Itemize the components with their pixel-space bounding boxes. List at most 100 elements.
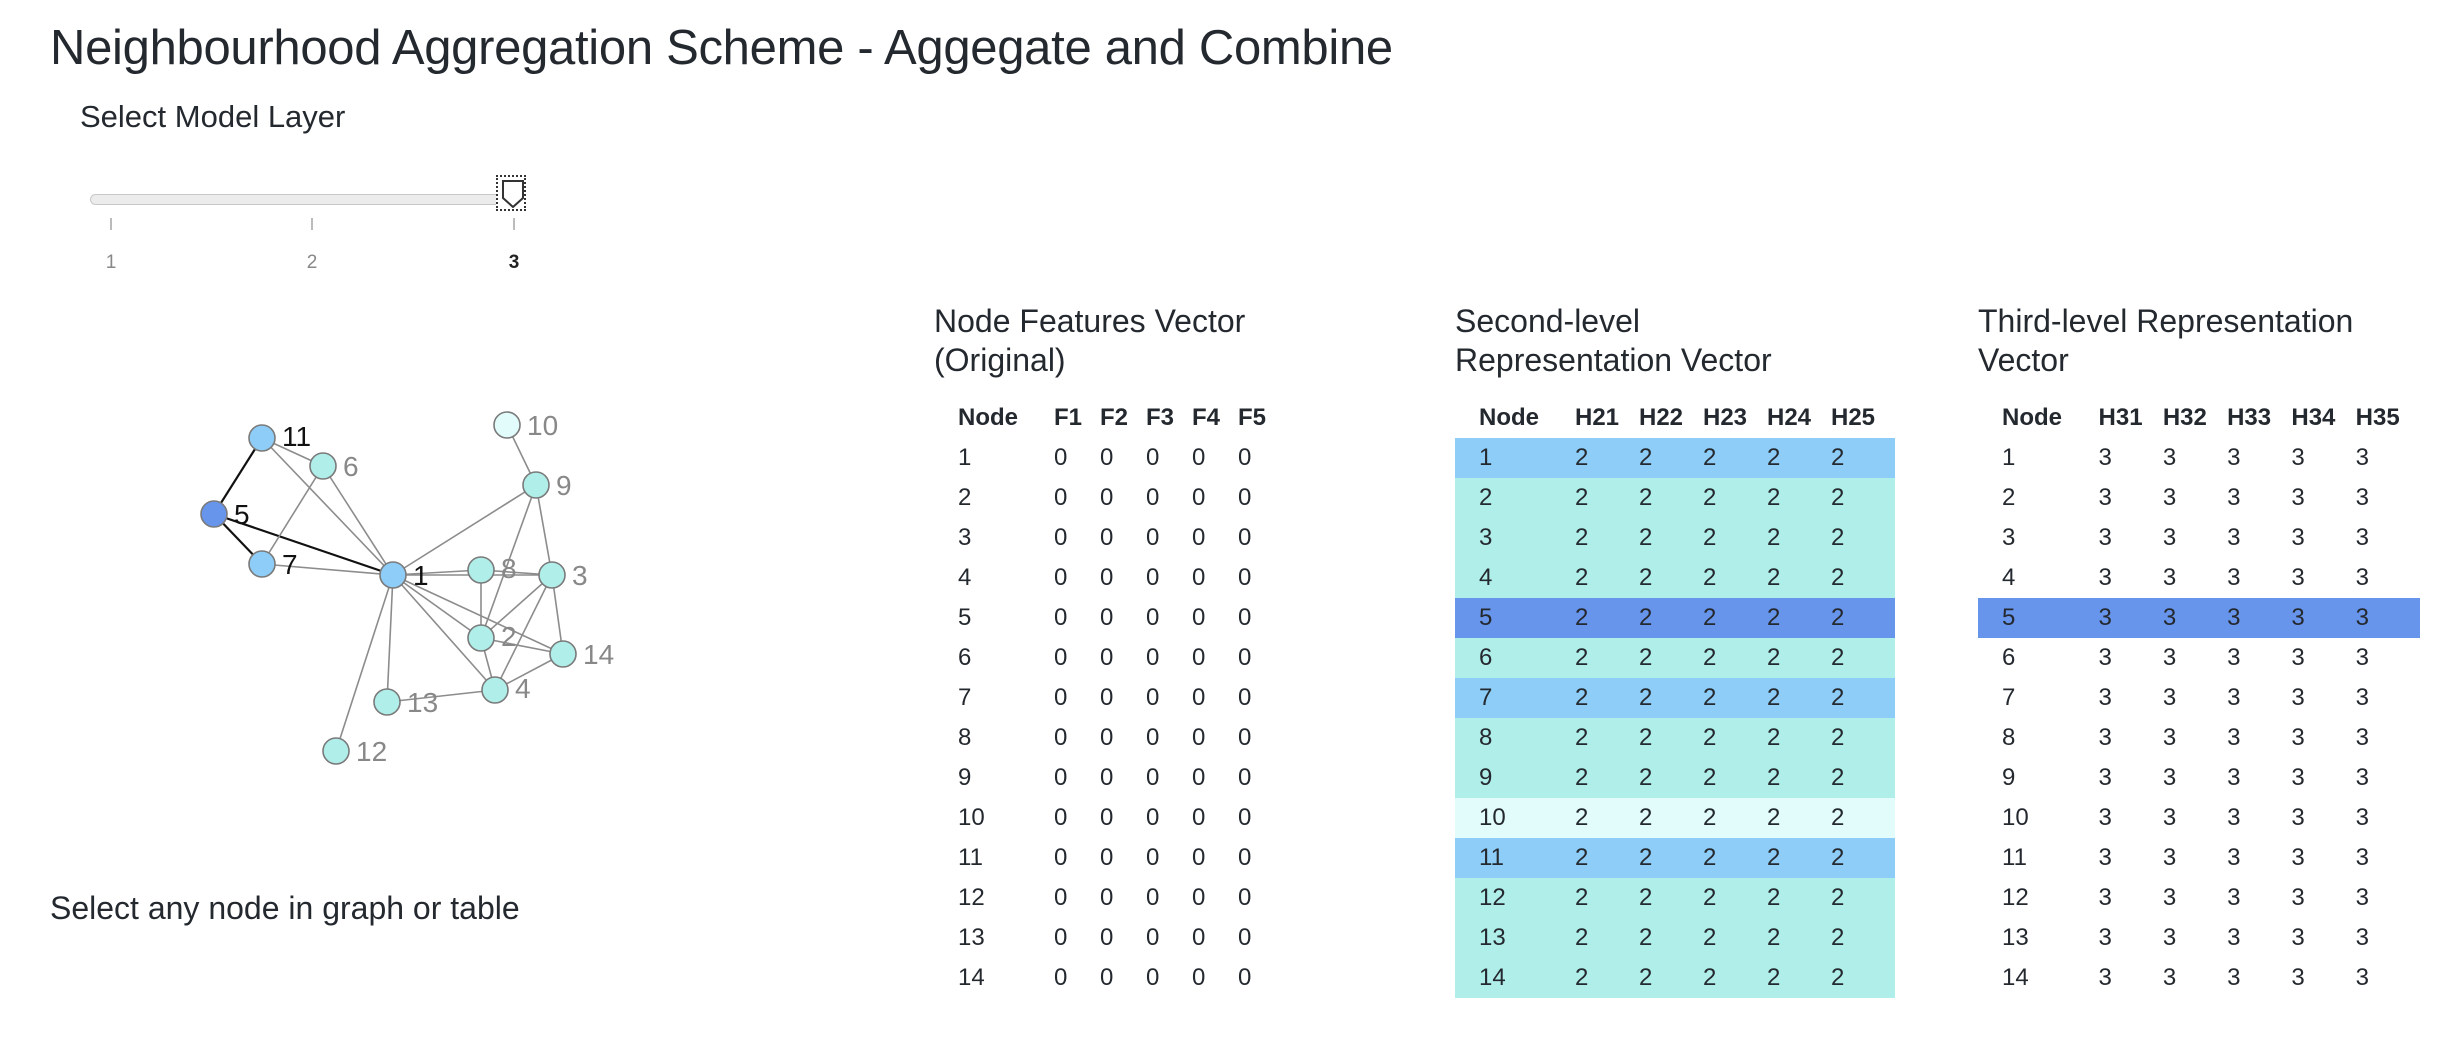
table-row[interactable]: 9 3 3 3 3 3: [1978, 758, 2420, 798]
graph-node-4[interactable]: 4: [481, 673, 531, 704]
layer-slider[interactable]: 1 2 3: [90, 175, 530, 290]
table-row[interactable]: 14 3 3 3 3 3: [1978, 958, 2420, 998]
graph-node-circle[interactable]: [481, 676, 509, 704]
table-row[interactable]: 6 2 2 2 2 2: [1455, 638, 1895, 678]
table-row[interactable]: 7 0 0 0 0 0: [934, 678, 1284, 718]
table-row[interactable]: 8 2 2 2 2 2: [1455, 718, 1895, 758]
table-row[interactable]: 4 0 0 0 0 0: [934, 558, 1284, 598]
graph-node-13[interactable]: 13: [373, 687, 438, 718]
feature-cell: 3: [2291, 564, 2305, 591]
graph-node-12[interactable]: 12: [322, 736, 387, 767]
table-row[interactable]: 10 0 0 0 0 0: [934, 798, 1284, 838]
table-row[interactable]: 9 2 2 2 2 2: [1455, 758, 1895, 798]
slider-handle[interactable]: [496, 175, 526, 211]
graph-node-11[interactable]: 11: [248, 421, 311, 452]
graph-node-circle[interactable]: [538, 561, 566, 589]
graph-node-circle[interactable]: [248, 550, 276, 578]
feature-cell: 3: [2162, 844, 2177, 871]
table-row[interactable]: 5 3 3 3 3 3: [1978, 598, 2420, 638]
table-row[interactable]: 4 3 3 3 3 3: [1978, 558, 2420, 598]
slider-tick-label-3[interactable]: 3: [508, 252, 520, 273]
table-row[interactable]: 12 3 3 3 3 3: [1978, 878, 2420, 918]
table-row[interactable]: 1 0 0 0 0 0: [934, 438, 1284, 478]
table-row[interactable]: 1 3 3 3 3 3: [1978, 438, 2420, 478]
graph-node-6[interactable]: 6: [309, 451, 359, 482]
feature-cell: 3: [2098, 764, 2112, 791]
table-row[interactable]: 6 3 3 3 3 3: [1978, 638, 2420, 678]
graph-node-circle[interactable]: [373, 688, 401, 716]
node-id-cell: 8: [958, 724, 972, 751]
table-row[interactable]: 2 0 0 0 0 0: [934, 478, 1284, 518]
slider-tick-label-1[interactable]: 1: [105, 252, 117, 273]
table-title: Third-level Representation Vector: [1978, 303, 2354, 378]
table-row[interactable]: 2 3 3 3 3 3: [1978, 478, 2420, 518]
graph-node-circle[interactable]: [309, 452, 337, 480]
table-row[interactable]: 13 0 0 0 0 0: [934, 918, 1284, 958]
instruction-text: Select any node in graph or table: [50, 890, 520, 926]
feature-cell: 0: [1100, 484, 1114, 511]
table-row[interactable]: 2 2 2 2 2 2: [1455, 478, 1895, 518]
table-row[interactable]: 14 0 0 0 0 0: [934, 958, 1284, 998]
feature-cell: 0: [1054, 804, 1068, 831]
feature-cell: 2: [1703, 644, 1717, 671]
table-row[interactable]: 11 3 3 3 3 3: [1978, 838, 2420, 878]
table-row[interactable]: 5 2 2 2 2 2: [1455, 598, 1895, 638]
graph-node-1[interactable]: 1: [379, 560, 429, 591]
table-row[interactable]: 7 2 2 2 2 2: [1455, 678, 1895, 718]
graph-node-circle[interactable]: [467, 556, 495, 584]
table-row[interactable]: 8 3 3 3 3 3: [1978, 718, 2420, 758]
graph-node-10[interactable]: 10: [493, 410, 558, 441]
graph-node-circle[interactable]: [522, 471, 550, 499]
table-row[interactable]: 13 2 2 2 2 2: [1455, 918, 1895, 958]
feature-cell: 3: [2098, 724, 2112, 751]
graph-node-circle[interactable]: [379, 561, 407, 589]
table-row[interactable]: 3 0 0 0 0 0: [934, 518, 1284, 558]
table-row[interactable]: 9 0 0 0 0 0: [934, 758, 1284, 798]
graph-node-8[interactable]: 8: [467, 553, 517, 584]
graph-node-5[interactable]: 5: [200, 499, 250, 530]
feature-cell: 0: [1146, 724, 1160, 751]
graph-node-14[interactable]: 14: [549, 639, 614, 670]
graph-node-circle[interactable]: [322, 737, 350, 765]
slider-tick-label-2[interactable]: 2: [306, 252, 318, 273]
feature-cell: 3: [2227, 924, 2241, 951]
table-row[interactable]: 8 0 0 0 0 0: [934, 718, 1284, 758]
graph-node-circle[interactable]: [467, 624, 495, 652]
table-row[interactable]: 7 3 3 3 3 3: [1978, 678, 2420, 718]
table-row[interactable]: 13 3 3 3 3 3: [1978, 918, 2420, 958]
graph-node-7[interactable]: 7: [248, 549, 298, 580]
table-row[interactable]: 12 0 0 0 0 0: [934, 878, 1284, 918]
graph-node-2[interactable]: 2: [467, 621, 517, 652]
table-row[interactable]: 10 3 3 3 3 3: [1978, 798, 2420, 838]
graph-edge: [386, 574, 394, 703]
slider-track[interactable]: [90, 194, 524, 205]
table-row[interactable]: 5 0 0 0 0 0: [934, 598, 1284, 638]
table-row[interactable]: 3 3 3 3 3 3: [1978, 518, 2420, 558]
feature-cell: 0: [1192, 564, 1206, 591]
graph-node-9[interactable]: 9: [522, 470, 572, 501]
table-row[interactable]: 11 0 0 0 0 0: [934, 838, 1284, 878]
table-row[interactable]: 12 2 2 2 2 2: [1455, 878, 1895, 918]
table-row[interactable]: 10 2 2 2 2 2: [1455, 798, 1895, 838]
feature-cell: 2: [1639, 604, 1653, 631]
table-row[interactable]: 11 2 2 2 2 2: [1455, 838, 1895, 878]
table-row[interactable]: 1 2 2 2 2 2: [1455, 438, 1895, 478]
graph-node-circle[interactable]: [493, 411, 521, 439]
graph-node-circle[interactable]: [549, 640, 577, 668]
graph-node-circle[interactable]: [248, 424, 276, 452]
feature-cell: 3: [2355, 844, 2370, 871]
graph-node-3[interactable]: 3: [538, 560, 588, 591]
table-row[interactable]: 4 2 2 2 2 2: [1455, 558, 1895, 598]
feature-cell: 0: [1146, 604, 1160, 631]
feature-cell: 3: [2355, 604, 2370, 631]
table-row[interactable]: 14 2 2 2 2 2: [1455, 958, 1895, 998]
table-row[interactable]: 6 0 0 0 0 0: [934, 638, 1284, 678]
graph-node-circle[interactable]: [200, 500, 228, 528]
feature-cell: 2: [1575, 444, 1589, 471]
table-row[interactable]: 3 2 2 2 2 2: [1455, 518, 1895, 558]
